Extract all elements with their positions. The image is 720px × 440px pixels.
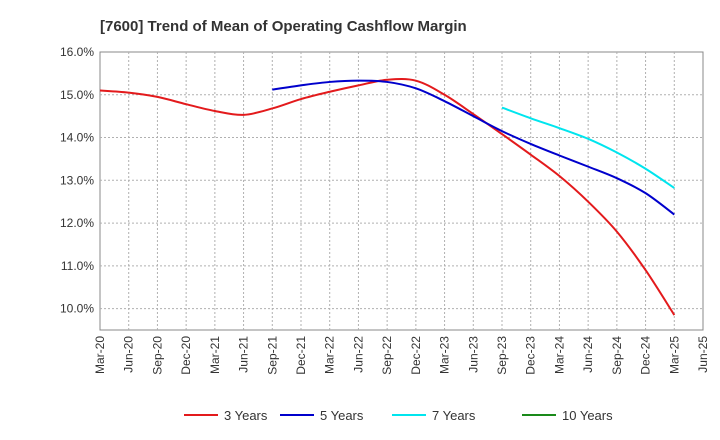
- x-tick-label: Mar-20: [93, 336, 107, 374]
- x-tick-label: Sep-21: [265, 336, 279, 375]
- y-tick-label: 12.0%: [60, 216, 94, 230]
- x-tick-label: Dec-23: [524, 336, 538, 375]
- x-tick-label: Jun-23: [466, 336, 480, 373]
- y-tick-label: 13.0%: [60, 173, 94, 187]
- x-tick-label: Jun-20: [122, 336, 136, 373]
- x-tick-label: Dec-20: [179, 336, 193, 375]
- legend: 3 Years 5 Years 7 Years 10 Years: [184, 408, 613, 423]
- y-tick-label: 14.0%: [60, 131, 94, 145]
- x-tick-label: Dec-24: [639, 336, 653, 375]
- y-tick-label: 11.0%: [61, 259, 94, 273]
- legend-label-7-years: 7 Years: [432, 408, 476, 423]
- x-axis-ticks: Mar-20 Jun-20 Sep-20 Dec-20 Mar-21 Jun-21 Sep-…: [93, 336, 710, 375]
- x-tick-label: Sep-23: [495, 336, 509, 375]
- x-tick-label: Jun-21: [237, 336, 251, 373]
- x-tick-label: Jun-25: [696, 336, 710, 373]
- chart-title: [7600] Trend of Mean of Operating Cashfl…: [100, 18, 467, 35]
- x-tick-label: Mar-24: [552, 336, 566, 374]
- plot-area: [99, 51, 704, 331]
- x-tick-label: Jun-24: [581, 336, 595, 373]
- x-tick-label: Mar-23: [438, 336, 452, 374]
- x-tick-label: Jun-22: [351, 336, 365, 373]
- x-tick-label: Mar-22: [323, 336, 337, 374]
- x-tick-label: Mar-25: [667, 336, 681, 374]
- y-tick-label: 10.0%: [60, 302, 94, 316]
- series-line-7-years: [501, 106, 675, 189]
- x-tick-label: Dec-21: [294, 336, 308, 375]
- y-tick-label: 16.0%: [60, 45, 94, 59]
- x-tick-label: Dec-22: [409, 336, 423, 375]
- legend-label-5-years: 5 Years: [320, 408, 364, 423]
- legend-label-10-years: 10 Years: [562, 408, 613, 423]
- series-line-5-years: [272, 79, 675, 216]
- x-tick-label: Mar-21: [208, 336, 222, 374]
- series-line-3-years: [99, 78, 676, 316]
- x-tick-label: Sep-20: [150, 336, 164, 375]
- series-lines: [99, 78, 676, 316]
- y-axis-ticks: 10.0% 11.0% 12.0% 13.0% 14.0% 15.0% 16.0%: [60, 45, 94, 316]
- horizontal-gridlines: [100, 94, 703, 310]
- legend-label-3-years: 3 Years: [224, 408, 268, 423]
- x-tick-label: Sep-24: [610, 336, 624, 375]
- y-tick-label: 15.0%: [60, 88, 94, 102]
- x-tick-label: Sep-22: [380, 336, 394, 375]
